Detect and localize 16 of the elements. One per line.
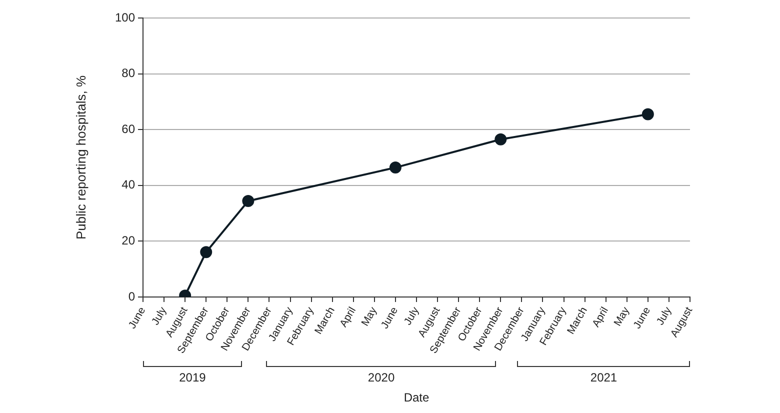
text: 2021 [590,370,618,384]
y-tick-label: 40 [122,178,136,192]
text: 2019 [179,370,206,384]
y-tick-label: 0 [128,289,136,304]
y-axis-title: Public reporting hospitals, % [73,75,88,240]
y-tick-label: 20 [122,234,136,248]
point [389,162,402,174]
y-tick-label: 80 [122,66,136,80]
point [642,108,654,120]
text: 2020 [368,370,395,384]
y-tick-label: 100 [114,10,136,24]
point [242,195,254,208]
point [494,133,507,146]
x-axis-title: Date [404,390,430,404]
point [200,246,212,258]
y-tick-label: 60 [122,122,136,136]
